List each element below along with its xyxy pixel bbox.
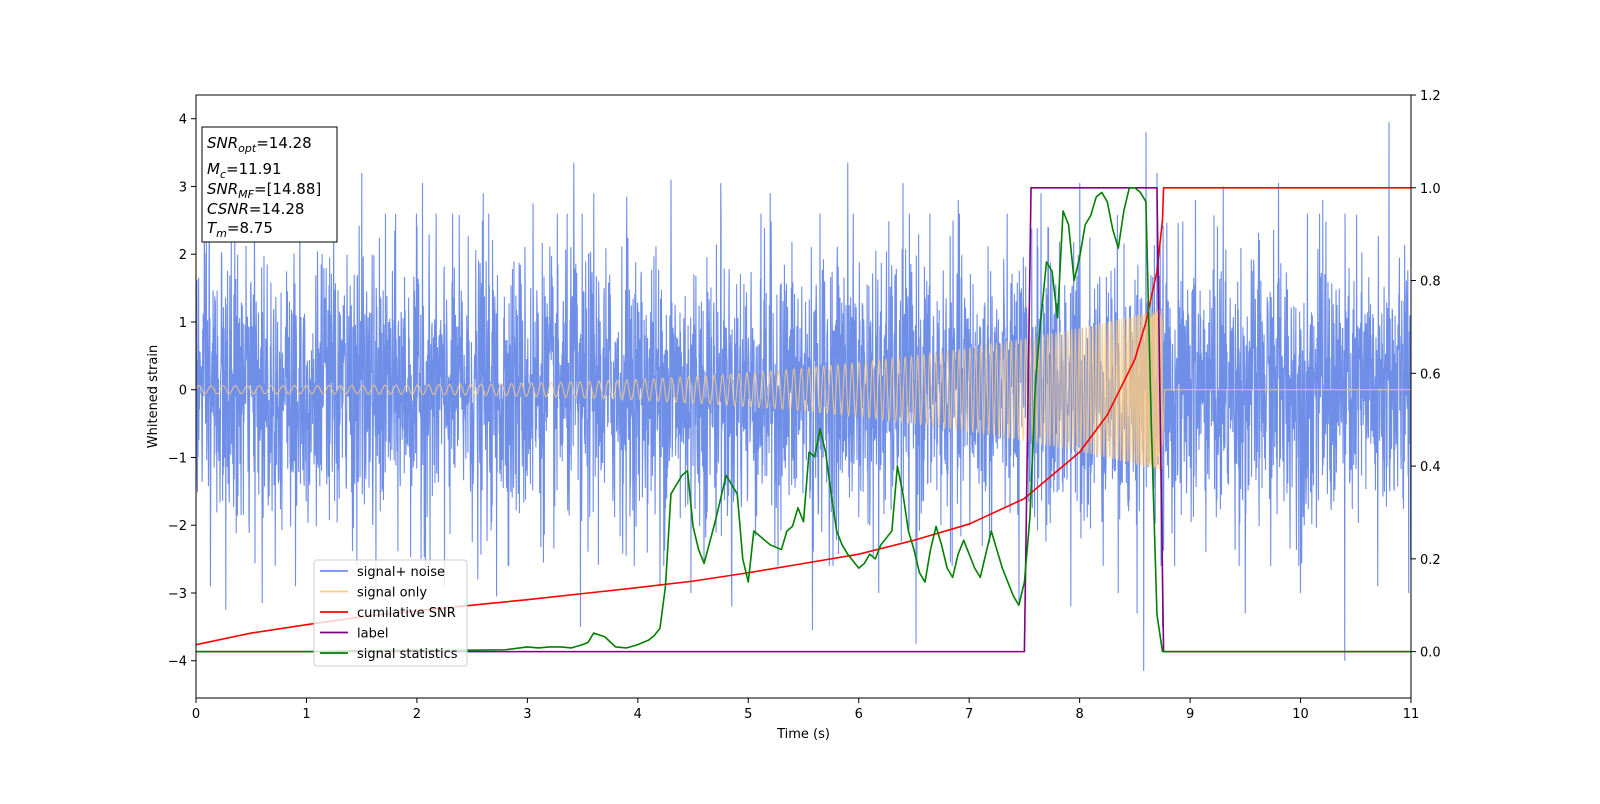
x-tick-label: 3	[523, 707, 531, 722]
y-tick-label: −4	[168, 655, 187, 670]
legend-label: signal only	[357, 586, 427, 601]
info-csnr: CSNR=14.28	[207, 200, 304, 218]
x-tick-label: 8	[1075, 707, 1083, 722]
y-tick-label: 1	[179, 316, 187, 331]
info-mc: Mc=11.91	[207, 160, 282, 181]
y2-tick-label: 1.0	[1420, 182, 1441, 197]
legend-label: label	[357, 627, 388, 642]
series-signal-only	[196, 309, 1411, 471]
x-tick-label: 6	[855, 707, 863, 722]
y2-tick-label: 1.2	[1420, 89, 1441, 104]
legend-label: signal statistics	[357, 647, 458, 662]
legend-label: signal+ noise	[357, 565, 445, 580]
info-frame	[201, 126, 338, 243]
y-tick-label: 0	[179, 384, 187, 399]
x-tick-label: 1	[302, 707, 310, 722]
y-tick-label: 2	[179, 248, 187, 263]
series-signal-statistics	[196, 186, 1411, 653]
legend-label: cumilative SNR	[357, 606, 456, 621]
y2-tick-label: 0.2	[1420, 553, 1441, 568]
y2-tick-label: 0.8	[1420, 275, 1441, 290]
info-tm: Tm=8.75	[207, 219, 273, 240]
x-tick-label: 7	[965, 707, 973, 722]
axes: 0 1 2 3 4 5 6 7 8 9 10 11 −4 −3 −2 −1 0 1 2 3 4 0.0 0.2 0.4 0.6 0…	[146, 89, 1441, 742]
y2-tick-label: 0.0	[1420, 646, 1441, 661]
x-tick-label: 2	[413, 707, 421, 722]
legend-frame	[313, 559, 468, 667]
legend: signal+ noise signal only cumilative SNR la…	[313, 559, 468, 667]
x-tick-label: 9	[1186, 707, 1194, 722]
x-tick-label: 11	[1403, 707, 1420, 722]
x-tick-label: 10	[1292, 707, 1309, 722]
y-tick-label: −2	[168, 519, 187, 534]
y-tick-label: 3	[179, 180, 187, 195]
info-box: SNRopt=14.28 Mc=11.91SNRMF=[14.88]CSNR=14…	[201, 126, 338, 243]
x-tick-label: 4	[634, 707, 642, 722]
y-tick-label: −1	[168, 451, 187, 466]
x-axis-label: Time (s)	[776, 727, 830, 742]
x-tick-label: 5	[744, 707, 752, 722]
x-tick-label: 0	[192, 707, 200, 722]
y-tick-label: −3	[168, 587, 187, 602]
axes-frame	[195, 94, 1412, 699]
y2-tick-label: 0.4	[1420, 460, 1441, 475]
info-snr-opt: SNRopt=14.28	[207, 134, 312, 155]
y-axis-label: Whitened strain	[146, 345, 161, 448]
y2-tick-label: 0.6	[1420, 367, 1441, 382]
info-snr-mf: SNRMF=[14.88]	[207, 180, 321, 201]
series-signal-noise	[196, 122, 1411, 671]
y-tick-label: 4	[179, 113, 187, 128]
